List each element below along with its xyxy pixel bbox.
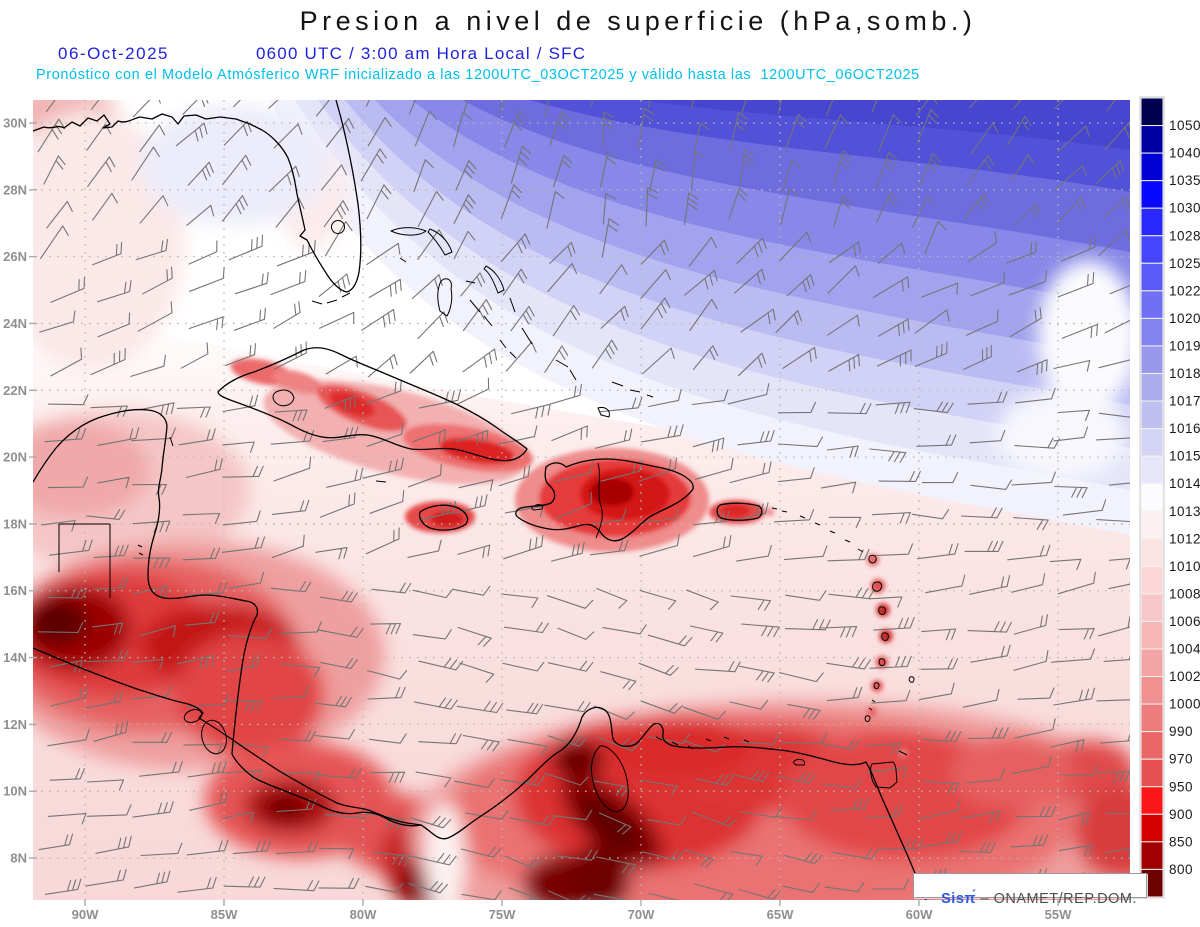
model-info: Pronóstico con el Modelo Atmósferico WRF… (36, 67, 920, 83)
colorbar-cell (1140, 152, 1164, 182)
colorbar-cell (1140, 345, 1164, 375)
lon-label: 70W (628, 907, 655, 922)
lat-label: 14N (3, 650, 27, 665)
lon-label: 85W (211, 907, 238, 922)
colorbar-label: 1030 (1169, 201, 1200, 216)
colorbar-label: 1022 (1169, 283, 1200, 298)
lat-label: 16N (3, 583, 27, 598)
colorbar-label: 1012 (1169, 531, 1200, 546)
colorbar-cell (1140, 703, 1164, 733)
longitude-labels: 90W 85W 80W 75W 70W 65W 60W 55W (72, 899, 1072, 922)
colorbar-cell (1140, 180, 1164, 209)
colorbar-label: 1040 (1169, 146, 1200, 161)
colorbar-cell (1140, 400, 1164, 430)
colorbar-label: 850 (1169, 834, 1193, 849)
colorbar-cell (1140, 593, 1164, 622)
lat-label: 26N (3, 249, 27, 264)
colorbar-label: 1020 (1169, 311, 1200, 326)
wind-barb-field (37, 100, 1130, 900)
colorbar-cell (1140, 620, 1164, 650)
colorbar-cell (1140, 510, 1164, 540)
colorbar-label: 970 (1169, 752, 1193, 767)
colorbar-label: 1035 (1169, 173, 1200, 188)
lat-label: 20N (3, 450, 27, 465)
coastlines (33, 100, 927, 900)
colorbar-label: 1004 (1169, 642, 1200, 657)
wind-barbs (37, 100, 1130, 900)
colorbar-cell (1140, 235, 1164, 264)
lat-label: 28N (3, 182, 27, 197)
colorbar-cell (1140, 731, 1164, 760)
page-title: Presion a nivel de superficie (hPa,somb.… (299, 6, 977, 36)
colorbar-cell (1140, 758, 1164, 788)
lat-label: 22N (3, 383, 27, 398)
colorbar-label: 1000 (1169, 697, 1200, 712)
high-pressure-blue-bands (270, 100, 1130, 535)
lat-label: 12N (3, 717, 27, 732)
colorbar-cell (1140, 813, 1164, 843)
colorbar-label: 1016 (1169, 421, 1200, 436)
colorbar-cell (1140, 125, 1164, 154)
colorbar-cell (1140, 483, 1164, 512)
lon-label: 65W (767, 907, 794, 922)
colorbar-label: 990 (1169, 724, 1193, 739)
lat-label: 8N (10, 851, 27, 866)
colorbar-label: 1010 (1169, 559, 1200, 574)
lon-label: 90W (72, 907, 99, 922)
forecast-time: 0600 UTC / 3:00 am Hora Local / SFC (256, 44, 587, 63)
colorbar-cell (1140, 317, 1164, 347)
colorbar-label: 1014 (1169, 476, 1200, 491)
colorbar-cell (1140, 841, 1164, 870)
lon-label: 75W (489, 907, 516, 922)
gridlines (33, 100, 1130, 898)
lat-label: 30N (3, 116, 27, 131)
colorbar-cell (1140, 455, 1164, 485)
colorbar-cell (1140, 207, 1164, 237)
colorbar-cell (1140, 262, 1164, 292)
colorbar-label: 1015 (1169, 449, 1200, 464)
pressure-colorbar: 1050 1040 1035 1030 1028 1025 1022 1020 1019 1018… (1139, 96, 1200, 899)
colorbar-cell (1140, 373, 1164, 402)
colorbar-cell (1140, 565, 1164, 595)
lon-label: 55W (1045, 907, 1072, 922)
colorbar-cell (1140, 676, 1164, 705)
colorbar-label: 950 (1169, 779, 1193, 794)
colorbar-label: 1017 (1169, 394, 1200, 409)
colorbar-label: 1028 (1169, 228, 1200, 243)
colorbar-label: 1002 (1169, 669, 1200, 684)
colorbar-cell (1140, 786, 1164, 815)
colorbar-cell (1140, 538, 1164, 567)
colorbar-cell (1140, 97, 1164, 127)
watermark: Sisπ́ – ONAMET/REP.DOM. (913, 873, 1148, 907)
colorbar-cell (1140, 428, 1164, 457)
pressure-low-blobs (33, 100, 1130, 900)
colorbar-label: 1025 (1169, 256, 1200, 271)
colorbar-label: 1050 (1169, 118, 1200, 133)
lat-label: 24N (3, 316, 27, 331)
watermark-org: – ONAMET/REP.DOM. (976, 891, 1138, 907)
latitude-labels: 30N 28N 26N 24N 22N 20N 18N 16N 14N 12N 10N 8N (3, 116, 37, 866)
colorbar-cell (1140, 290, 1164, 319)
colorbar-label: 1013 (1169, 504, 1200, 519)
watermark-brand: Sisπ́ (941, 891, 976, 907)
colorbar-cell (1140, 648, 1164, 678)
colorbar-label: 1008 (1169, 586, 1200, 601)
lon-label: 60W (906, 907, 933, 922)
colorbar-label: 900 (1169, 807, 1193, 822)
forecast-date: 06-Oct-2025 (58, 44, 169, 63)
colorbar-label: 1019 (1169, 338, 1200, 353)
lat-label: 18N (3, 516, 27, 531)
lat-label: 10N (3, 784, 27, 799)
colorbar-label: 1006 (1169, 614, 1200, 629)
lon-label: 80W (350, 907, 377, 922)
colorbar-label: 1018 (1169, 366, 1200, 381)
colorbar-label: 800 (1169, 862, 1193, 877)
